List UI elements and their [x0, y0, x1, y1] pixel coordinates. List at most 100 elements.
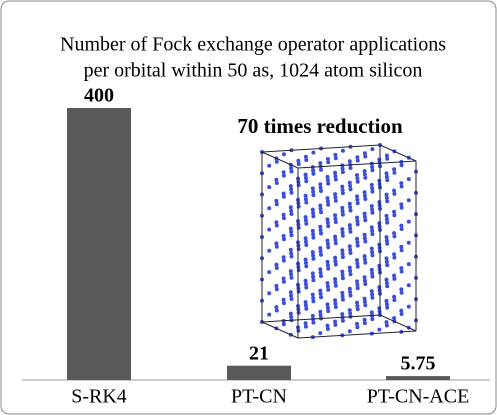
- atom: [303, 321, 308, 326]
- atom: [369, 310, 374, 315]
- atom: [281, 173, 286, 178]
- atom: [303, 324, 308, 329]
- annotation: 70 times reduction: [237, 114, 403, 138]
- x-tick-label: PT-CN-ACE: [367, 386, 470, 408]
- atom: [340, 297, 345, 302]
- atom: [355, 282, 360, 287]
- atom: [325, 217, 330, 222]
- atom: [310, 207, 315, 212]
- atom: [355, 222, 360, 227]
- atom: [348, 229, 353, 234]
- atom: [347, 180, 352, 185]
- atom: [362, 296, 367, 301]
- atom: [384, 213, 389, 218]
- atom: [281, 279, 286, 284]
- atom: [333, 262, 338, 267]
- atom: [399, 269, 404, 274]
- atom: [399, 266, 404, 271]
- atom: [318, 206, 323, 211]
- atom: [399, 312, 404, 316]
- atom: [318, 182, 323, 187]
- atom: [326, 266, 331, 271]
- atom: [325, 327, 330, 331]
- atom: [362, 278, 367, 283]
- atom: [355, 197, 360, 202]
- atom: [406, 262, 411, 267]
- atom: [384, 323, 389, 328]
- atom: [333, 283, 338, 288]
- atom: [340, 233, 345, 238]
- atom: [384, 153, 389, 158]
- atom: [333, 234, 338, 239]
- atom: [355, 173, 359, 178]
- atom: [274, 220, 279, 225]
- atom: [355, 279, 359, 284]
- atom: [281, 170, 286, 175]
- atom: [311, 296, 316, 300]
- atom: [288, 311, 293, 316]
- atom: [303, 239, 308, 244]
- atom: [304, 306, 309, 311]
- atom: [318, 270, 323, 275]
- atom: [392, 213, 397, 218]
- atom: [267, 206, 272, 211]
- atom: [274, 202, 279, 207]
- atom: [392, 191, 397, 196]
- atom: [319, 252, 323, 257]
- atom: [347, 201, 352, 206]
- atom: [392, 298, 397, 303]
- x-tick-label: S-RK4: [71, 386, 127, 408]
- atom: [363, 175, 368, 180]
- atom: [385, 178, 390, 183]
- atom: [385, 220, 390, 225]
- atom: [274, 181, 279, 185]
- atom: [384, 320, 389, 325]
- atom: [340, 170, 345, 175]
- atom: [325, 220, 330, 225]
- atom: [362, 275, 367, 280]
- atom: [340, 209, 345, 214]
- atom: [363, 260, 368, 265]
- atom: [289, 190, 294, 195]
- atom: [340, 318, 345, 323]
- atom: [392, 252, 397, 257]
- atom: [311, 168, 316, 173]
- atom: [274, 223, 279, 228]
- atom: [289, 272, 294, 277]
- atom: [363, 218, 368, 223]
- atom: [318, 267, 323, 272]
- atom: [296, 162, 301, 167]
- atom: [399, 223, 404, 228]
- atom: [363, 239, 368, 244]
- atom: [340, 290, 345, 295]
- atom: [325, 281, 330, 286]
- atom: [303, 303, 308, 308]
- atom: [399, 248, 404, 253]
- atom: [355, 155, 360, 160]
- atom: [362, 169, 367, 174]
- atom: [355, 194, 359, 199]
- data-label: 400: [84, 85, 114, 107]
- atom: [303, 175, 308, 180]
- atom: [370, 274, 375, 279]
- atom: [311, 299, 316, 304]
- atom: [281, 234, 286, 238]
- atom: [288, 247, 293, 252]
- atom: [355, 307, 360, 312]
- atom: [392, 234, 397, 239]
- atom: [289, 229, 294, 234]
- atom: [385, 263, 390, 268]
- atom: [289, 166, 294, 171]
- atom: [369, 289, 374, 294]
- bar: [67, 108, 131, 380]
- atom: [311, 274, 316, 279]
- atom: [392, 294, 397, 299]
- atom: [355, 304, 360, 308]
- atom: [326, 309, 331, 314]
- atom: [289, 208, 294, 213]
- atom: [370, 250, 375, 254]
- atom: [384, 235, 389, 240]
- atom: [318, 291, 323, 296]
- atom: [311, 214, 316, 219]
- atom: [304, 285, 309, 290]
